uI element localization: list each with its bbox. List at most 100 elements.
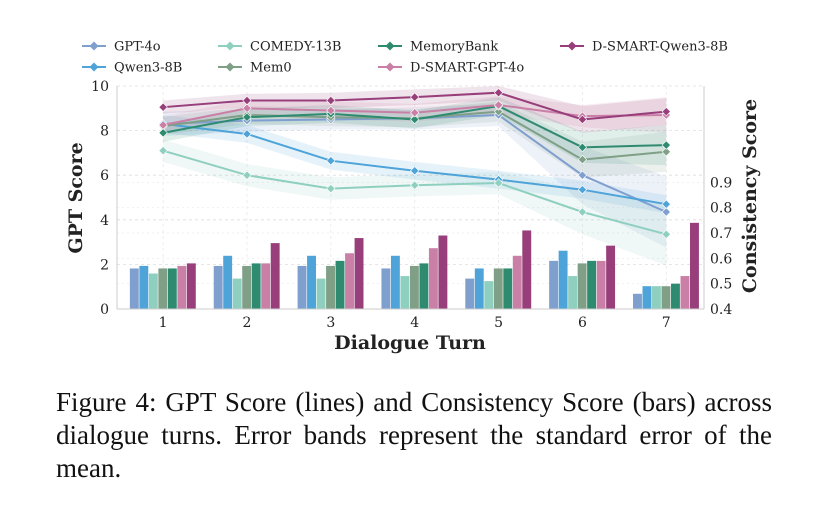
bar-MemoryBank-turn-2 — [251, 263, 261, 309]
bar-Mem0-turn-3 — [326, 265, 335, 309]
bar-GPT-4o-turn-5 — [465, 278, 475, 309]
marker-D-SMART-GPT-4o-turn-4 — [410, 108, 420, 118]
error-band-GPT-4o — [163, 103, 667, 248]
legend-item-Qwen3-8B: Qwen3-8B — [82, 61, 182, 76]
figure-caption: Figure 4: GPT Score (lines) and Consiste… — [56, 387, 772, 483]
x-tick-label: 1 — [159, 315, 168, 331]
marker-MemoryBank-turn-6 — [577, 142, 588, 152]
bar-GPT-4o-turn-1 — [129, 268, 139, 309]
y-tick-label-right: 0.8 — [710, 201, 732, 217]
legend-swatch-marker — [225, 62, 235, 72]
marker-D-SMART-Qwen3-8B-turn-7 — [661, 107, 671, 117]
bar-COMEDY-13B-turn-5 — [484, 281, 494, 309]
legend-label: Mem0 — [250, 61, 292, 76]
marker-Mem0-turn-5 — [493, 107, 504, 117]
bar-MemoryBank-turn-3 — [335, 260, 345, 309]
legend-label: GPT-4o — [114, 40, 161, 55]
x-tick-label: 2 — [243, 315, 252, 331]
bar-Qwen3-8B-turn-1 — [139, 265, 149, 309]
y-tick-label: 2 — [100, 257, 109, 273]
bar-Qwen3-8B-turn-6 — [558, 250, 568, 309]
y-tick-label: 10 — [91, 79, 109, 95]
marker-COMEDY-13B-turn-7 — [661, 229, 671, 239]
bar-D-SMART-Qwen3-8B-turn-3 — [354, 238, 364, 309]
marker-D-SMART-Qwen3-8B-turn-3 — [326, 95, 336, 106]
legend-swatch-marker — [385, 41, 395, 51]
bar-D-SMART-Qwen3-8B-turn-2 — [270, 243, 280, 309]
marker-D-SMART-Qwen3-8B-turn-2 — [242, 95, 252, 106]
marker-MemoryBank-turn-2 — [242, 112, 252, 122]
marker-MemoryBank-turn-4 — [410, 114, 420, 125]
bar-COMEDY-13B-turn-2 — [232, 278, 242, 309]
bar-GPT-4o-turn-3 — [297, 265, 307, 309]
bar-GPT-4o-turn-7 — [633, 293, 642, 309]
gpt-score-lines — [158, 88, 671, 239]
error-band-COMEDY-13B — [163, 139, 667, 266]
x-tick-label: 3 — [326, 315, 335, 331]
y-tick-label-right: 0.9 — [710, 175, 732, 191]
bar-D-SMART-GPT-4o-turn-5 — [512, 255, 522, 309]
marker-GPT-4o-turn-6 — [577, 170, 588, 180]
marker-Mem0-turn-6 — [577, 154, 588, 165]
error-band-D-SMART-Qwen3-8B — [163, 86, 667, 133]
bar-Qwen3-8B-turn-2 — [223, 255, 233, 309]
legend-swatch-marker — [89, 41, 99, 51]
bar-D-SMART-Qwen3-8B-turn-1 — [186, 263, 196, 309]
y-tick-label: 0 — [100, 302, 109, 318]
marker-D-SMART-Qwen3-8B-turn-4 — [410, 92, 420, 102]
legend-item-COMEDY-13B: COMEDY-13B — [218, 40, 341, 55]
marker-D-SMART-GPT-4o-turn-3 — [326, 105, 336, 116]
bar-COMEDY-13B-turn-7 — [652, 286, 661, 309]
bar-D-SMART-Qwen3-8B-turn-7 — [690, 222, 699, 309]
bar-COMEDY-13B-turn-1 — [148, 273, 158, 309]
tick-labels: 0 2 4 6 8 10 0.4 0.5 0.6 0.7 0.8 0.9 1 2 3 4 5 6 7 — [91, 79, 732, 331]
marker-Qwen3-8B-turn-3 — [326, 156, 336, 166]
legend-label: Qwen3-8B — [114, 61, 182, 76]
bar-MemoryBank-turn-1 — [167, 268, 177, 309]
bar-COMEDY-13B-turn-4 — [400, 276, 410, 309]
legend-item-GPT-4o: GPT-4o — [82, 40, 161, 55]
marker-Mem0-turn-7 — [661, 147, 671, 157]
x-axis-title: Dialogue Turn — [334, 332, 486, 354]
bar-D-SMART-GPT-4o-turn-4 — [428, 248, 438, 309]
marker-D-SMART-GPT-4o-turn-1 — [158, 120, 168, 130]
y-tick-label-right: 0.4 — [710, 302, 732, 318]
chart: GPT-4o COMEDY-13B MemoryBank D-SMART-Qwen3-… — [65, 40, 761, 355]
marker-GPT-4o-turn-7 — [661, 207, 671, 217]
legend-item-MemoryBank: MemoryBank — [378, 40, 498, 55]
bar-GPT-4o-turn-6 — [549, 260, 559, 309]
bar-COMEDY-13B-turn-6 — [568, 276, 578, 309]
bar-Mem0-turn-2 — [242, 265, 252, 309]
bar-MemoryBank-turn-5 — [503, 268, 513, 309]
marker-COMEDY-13B-turn-4 — [410, 180, 420, 190]
marker-D-SMART-Qwen3-8B-turn-1 — [158, 102, 168, 112]
bar-GPT-4o-turn-2 — [213, 265, 223, 309]
bar-Mem0-turn-4 — [409, 265, 419, 309]
bar-Qwen3-8B-turn-5 — [474, 268, 484, 309]
axes — [116, 86, 705, 310]
bar-COMEDY-13B-turn-3 — [316, 278, 326, 309]
marker-MemoryBank-turn-1 — [158, 128, 168, 138]
marker-COMEDY-13B-turn-3 — [326, 183, 336, 194]
legend-swatch-marker — [225, 41, 235, 51]
legend-item-D-SMART-GPT-4o: D-SMART-GPT-4o — [378, 61, 524, 76]
legend-label: MemoryBank — [410, 40, 498, 55]
bar-D-SMART-Qwen3-8B-turn-5 — [522, 230, 532, 309]
y-axis-title-right: Consistency Score — [739, 99, 761, 293]
consistency-bars — [129, 222, 699, 309]
bar-D-SMART-GPT-4o-turn-3 — [345, 253, 354, 309]
legend-label: D-SMART-GPT-4o — [410, 61, 524, 76]
legend: GPT-4o COMEDY-13B MemoryBank D-SMART-Qwen3-… — [82, 40, 728, 76]
bar-MemoryBank-turn-4 — [419, 263, 429, 309]
y-axis-title-left: GPT Score — [65, 142, 87, 253]
legend-swatch-marker — [567, 41, 577, 51]
y-tick-label: 6 — [100, 168, 109, 184]
marker-Qwen3-8B-turn-7 — [661, 199, 671, 209]
y-tick-label-right: 0.6 — [710, 251, 732, 267]
marker-D-SMART-GPT-4o-turn-2 — [242, 103, 252, 113]
y-tick-label: 4 — [100, 213, 109, 229]
marker-COMEDY-13B-turn-1 — [158, 146, 168, 156]
error-band-Qwen3-8B — [163, 114, 667, 214]
x-tick-label: 6 — [578, 315, 587, 331]
marker-Qwen3-8B-turn-4 — [410, 166, 420, 176]
